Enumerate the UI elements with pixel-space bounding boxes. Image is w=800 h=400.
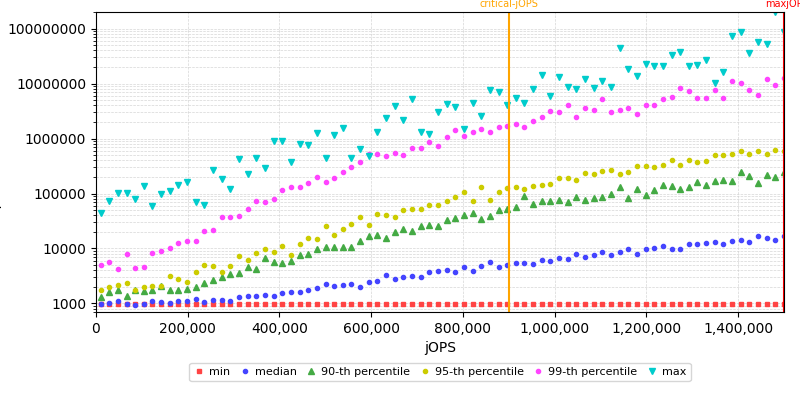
max	[502, 103, 512, 108]
Line: 99-th percentile: 99-th percentile	[98, 76, 786, 271]
99-th percentile	[779, 75, 789, 80]
median	[511, 261, 521, 266]
Line: median: median	[98, 234, 786, 307]
99-th percentile	[520, 124, 530, 129]
Y-axis label: Response time, usec: Response time, usec	[0, 90, 2, 234]
min	[710, 302, 719, 306]
90-th percentile	[779, 169, 789, 174]
95-th percentile	[546, 182, 555, 187]
Line: 95-th percentile: 95-th percentile	[98, 148, 786, 292]
90-th percentile	[502, 206, 512, 211]
95-th percentile	[710, 152, 719, 157]
max	[702, 57, 711, 62]
95-th percentile	[520, 186, 530, 191]
median	[96, 302, 106, 306]
min	[736, 302, 746, 306]
median	[571, 251, 581, 256]
max	[398, 118, 408, 122]
median	[130, 302, 140, 307]
Line: 90-th percentile: 90-th percentile	[98, 169, 786, 299]
min	[407, 302, 417, 306]
99-th percentile	[407, 146, 417, 151]
X-axis label: jOPS: jOPS	[424, 341, 456, 355]
99-th percentile	[96, 262, 106, 267]
max	[511, 96, 521, 100]
99-th percentile	[546, 109, 555, 114]
Text: maxjOP: maxjOP	[765, 0, 800, 9]
Line: max: max	[97, 8, 787, 216]
99-th percentile	[511, 122, 521, 127]
median	[546, 259, 555, 264]
min	[571, 302, 581, 306]
max	[563, 85, 573, 90]
95-th percentile	[770, 148, 780, 153]
95-th percentile	[779, 149, 789, 154]
99-th percentile	[113, 266, 122, 271]
95-th percentile	[511, 185, 521, 190]
max	[537, 72, 546, 77]
90-th percentile	[96, 294, 106, 299]
min	[546, 302, 555, 306]
Text: critical-jOPS: critical-jOPS	[479, 0, 538, 9]
min	[96, 302, 106, 306]
90-th percentile	[563, 199, 573, 204]
min	[511, 302, 521, 306]
min	[520, 302, 530, 306]
min	[364, 302, 374, 306]
median	[779, 234, 789, 238]
median	[710, 240, 719, 245]
95-th percentile	[130, 288, 140, 293]
median	[754, 234, 763, 238]
95-th percentile	[571, 178, 581, 183]
median	[520, 261, 530, 266]
Legend: min, median, 90-th percentile, 95-th percentile, 99-th percentile, max: min, median, 90-th percentile, 95-th per…	[190, 362, 690, 382]
min	[779, 302, 789, 306]
max	[779, 29, 789, 34]
95-th percentile	[407, 206, 417, 211]
95-th percentile	[96, 287, 106, 292]
max	[96, 210, 106, 215]
90-th percentile	[702, 182, 711, 187]
max	[770, 10, 780, 14]
90-th percentile	[398, 227, 408, 232]
90-th percentile	[511, 205, 521, 210]
median	[407, 274, 417, 278]
99-th percentile	[710, 88, 719, 92]
99-th percentile	[571, 115, 581, 120]
Line: min: min	[98, 302, 786, 306]
90-th percentile	[537, 199, 546, 204]
